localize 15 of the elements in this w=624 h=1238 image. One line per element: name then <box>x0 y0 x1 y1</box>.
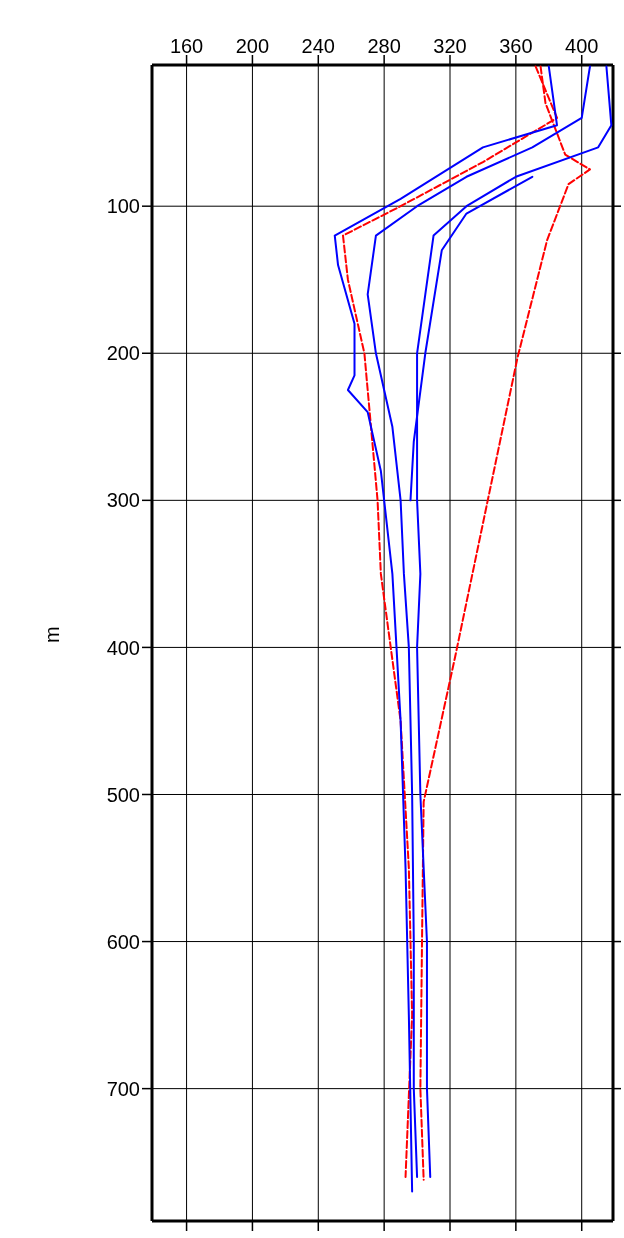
y-tick-label: 200 <box>106 342 140 365</box>
y-tick-label: 300 <box>106 489 140 512</box>
y-axis-title: m <box>41 626 64 643</box>
y-tick-label: 100 <box>106 195 140 218</box>
y-tick-label: 600 <box>106 930 140 953</box>
y-tick-label: 400 <box>106 636 140 659</box>
x-tick-label: 280 <box>367 35 401 57</box>
x-tick-label: 240 <box>301 35 335 57</box>
y-tick-label: 700 <box>106 1077 140 1100</box>
y-tick-label: 500 <box>106 783 140 806</box>
x-tick-label: 320 <box>433 35 467 57</box>
x-tick-label: 200 <box>235 35 270 57</box>
x-tick-label: 400 <box>565 35 599 57</box>
x-tick-label: 160 <box>169 35 204 57</box>
x-tick-label: 360 <box>499 35 533 57</box>
